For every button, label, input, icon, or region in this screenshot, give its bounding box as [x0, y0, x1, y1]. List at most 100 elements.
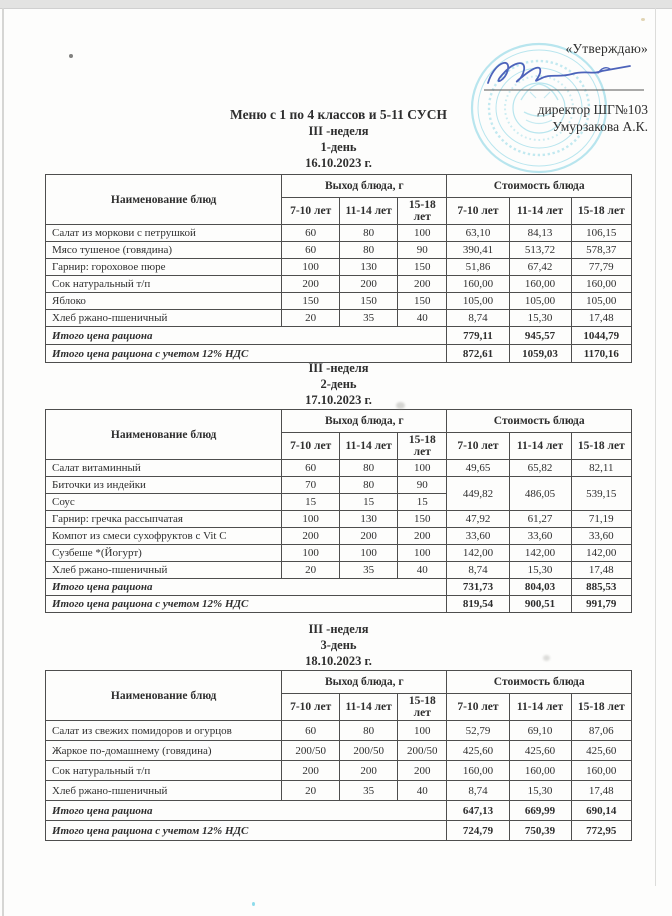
table-row: Салат из моркови с петрушкой 60 80 100 63,10… — [44, 224, 633, 242]
portion-cell: 40 — [397, 561, 448, 579]
portion-cell: 150 — [397, 510, 448, 528]
portion-cell: 100 — [281, 510, 341, 528]
portion-cell: 200 — [339, 275, 399, 293]
portion-cell: 200 — [339, 760, 399, 781]
dish-name-cell: Сок натуральный т/п — [44, 760, 283, 781]
cost-cell: 82,11 — [570, 459, 633, 477]
total-cost-cell: 647,13 — [446, 800, 510, 821]
total-cost-cell: 1170,16 — [570, 344, 633, 363]
dish-name-cell: Соус — [44, 493, 283, 511]
cost-cell: 49,65 — [446, 459, 510, 477]
age-header: 11-14 лет — [508, 693, 572, 721]
scan-smudge — [543, 655, 550, 661]
cost-cell: 142,00 — [570, 544, 633, 562]
total-cost-cell: 885,53 — [570, 578, 633, 596]
age-header: 15-18 лет — [570, 432, 633, 460]
portion-cell: 130 — [339, 258, 399, 276]
total-cost-cell: 804,03 — [508, 578, 572, 596]
portion-cell: 150 — [339, 292, 399, 310]
cost-cell: 33,60 — [570, 527, 633, 545]
age-header: 11-14 лет — [339, 432, 399, 460]
cost-cell: 8,74 — [446, 561, 510, 579]
menu-table-day-1: Наименование блюд Выход блюда, г Стоимос… — [44, 174, 633, 363]
total-cost-cell: 819,54 — [446, 595, 510, 613]
cost-cell: 17,48 — [570, 309, 633, 327]
day-label: 1-день — [320, 140, 357, 154]
age-header: 11-14 лет — [508, 197, 572, 225]
total-cost-cell: 731,73 — [446, 578, 510, 596]
age-header: 15-18 лет — [397, 432, 448, 460]
dish-name-cell: Сузбеше *(Йогурт) — [44, 544, 283, 562]
cost-cell: 105,00 — [508, 292, 572, 310]
age-header: 15-18 лет — [397, 693, 448, 721]
total-label-cell: Итого цена рациона — [44, 800, 448, 821]
portion-cell: 100 — [397, 544, 448, 562]
date-label: 18.10.2023 г. — [305, 654, 372, 668]
cost-cell: 142,00 — [446, 544, 510, 562]
scan-edge-top — [0, 0, 672, 9]
cost-cell: 106,15 — [570, 224, 633, 242]
cost-cell: 578,37 — [570, 241, 633, 259]
total-label-cell: Итого цена рациона с учетом 12% НДС — [44, 344, 448, 363]
total-cost-cell: 900,51 — [508, 595, 572, 613]
portion-cell: 200/50 — [281, 740, 341, 761]
portion-cell: 100 — [281, 544, 341, 562]
cost-cell: 17,48 — [570, 561, 633, 579]
age-header: 7-10 лет — [281, 693, 341, 721]
portion-cell: 150 — [281, 292, 341, 310]
portion-cell: 200/50 — [339, 740, 399, 761]
cost-cell: 142,00 — [508, 544, 572, 562]
portion-cell: 15 — [397, 493, 448, 511]
dish-name-cell: Хлеб ржано-пшеничный — [44, 561, 283, 579]
portion-cell: 40 — [397, 309, 448, 327]
total-cost-cell: 690,14 — [570, 800, 633, 821]
age-header: 15-18 лет — [397, 197, 448, 225]
scan-speck — [252, 902, 255, 906]
total-cost-cell: 772,95 — [570, 820, 633, 841]
portion-cell: 60 — [281, 720, 341, 741]
cost-cell: 15,30 — [508, 780, 572, 801]
portion-cell: 20 — [281, 780, 341, 801]
cost-cell: 539,15 — [570, 476, 633, 511]
scan-smudge — [396, 402, 405, 409]
portion-cell: 60 — [281, 224, 341, 242]
cost-cell: 390,41 — [446, 241, 510, 259]
menu-table-day-3: Наименование блюд Выход блюда, г Стоимос… — [44, 670, 633, 841]
portion-cell: 20 — [281, 561, 341, 579]
portion-cell: 35 — [339, 561, 399, 579]
portion-cell: 80 — [339, 720, 399, 741]
cost-cell: 69,10 — [508, 720, 572, 741]
table-row: Яблоко 150 150 150 105,00 105,00 105,00 — [44, 292, 633, 310]
table-row: Жаркое по-домашнему (говядина) 200/50 200/… — [44, 740, 633, 761]
total-vat-row: Итого цена рациона с учетом 12% НДС 872,6… — [44, 344, 633, 363]
cost-cell: 160,00 — [508, 275, 572, 293]
director-signature-icon — [484, 61, 644, 91]
portion-cell: 35 — [339, 309, 399, 327]
cost-cell: 51,86 — [446, 258, 510, 276]
cost-cell: 160,00 — [570, 275, 633, 293]
portion-cell: 80 — [339, 459, 399, 477]
total-label-cell: Итого цена рациона с учетом 12% НДС — [44, 595, 448, 613]
total-cost-cell: 724,79 — [446, 820, 510, 841]
total-cost-cell: 872,61 — [446, 344, 510, 363]
cost-cell: 8,74 — [446, 309, 510, 327]
table-row: Хлеб ржано-пшеничный 20 35 40 8,74 15,30 17,48 — [44, 309, 633, 327]
portion-cell: 35 — [339, 780, 399, 801]
table-row: Биточки из индейки 70 80 90 449,82 486,05 539,… — [44, 476, 633, 511]
cost-cell: 105,00 — [446, 292, 510, 310]
portion-cell: 200 — [339, 527, 399, 545]
age-header: 7-10 лет — [281, 197, 341, 225]
cost-cell: 17,48 — [570, 780, 633, 801]
table-row: Салат из свежих помидоров и огурцов 60 80 1… — [44, 720, 633, 741]
menu-table-day-2: Наименование блюд Выход блюда, г Стоимос… — [44, 409, 633, 613]
name-column-header: Наименование блюд — [44, 409, 283, 460]
cost-group-header: Стоимость блюда — [446, 670, 632, 694]
scan-edge-left — [2, 8, 4, 916]
signature-area — [380, 57, 648, 101]
dish-name-cell: Хлеб ржано-пшеничный — [44, 309, 283, 327]
cost-cell: 71,19 — [570, 510, 633, 528]
table-row: Соус 15 15 15 — [44, 493, 632, 511]
section-2-title-block: III -неделя 2-день 17.10.2023 г. — [45, 360, 632, 408]
age-header: 7-10 лет — [446, 432, 510, 460]
page-title: Меню с 1 по 4 классов и 5-11 СУСН — [230, 107, 447, 122]
